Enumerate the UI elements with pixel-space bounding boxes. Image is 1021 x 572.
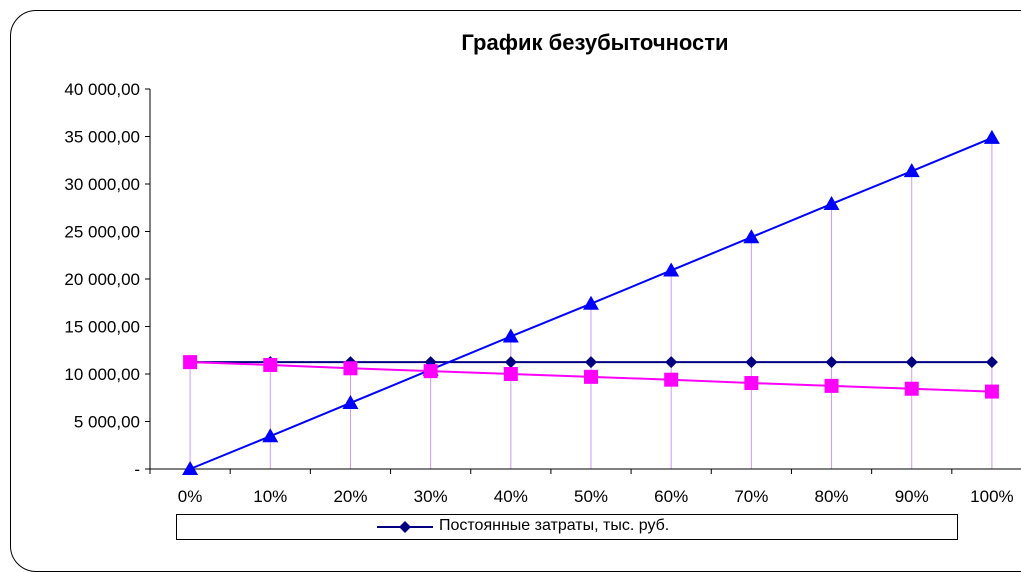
series-markers (182, 129, 1000, 475)
square-marker (984, 384, 999, 399)
x-tick-label: 30% (414, 487, 448, 506)
square-marker (183, 355, 198, 370)
triangle-marker (182, 461, 199, 475)
x-tick-label: 80% (815, 487, 849, 506)
square-marker (664, 372, 679, 387)
diamond-marker (825, 356, 838, 369)
square-marker (423, 364, 438, 379)
x-tick-label: 70% (734, 487, 768, 506)
x-tick-label: 60% (654, 487, 688, 506)
legend-marker-diamond (377, 521, 433, 533)
x-tick-label: 50% (574, 487, 608, 506)
square-marker (584, 369, 598, 384)
axes (149, 89, 1021, 470)
x-tick-label: 20% (333, 487, 367, 506)
diamond-marker (585, 356, 597, 369)
drop-lines (189, 137, 993, 469)
chart-plot: - 5 000,00 10 000,00 15 000,00 20 000,00 25 0… (64, 80, 1021, 506)
triangle-marker (663, 262, 680, 277)
square-marker (904, 381, 919, 396)
y-tick-label: 30 000,00 (64, 175, 140, 194)
diamond-marker (985, 356, 998, 369)
y-axis-ticks: - 5 000,00 10 000,00 15 000,00 20 000,00 25 0… (64, 80, 150, 479)
y-tick-label: 35 000,00 (64, 128, 140, 147)
triangle-marker (502, 328, 519, 343)
x-tick-label: 0% (178, 487, 203, 506)
legend: Постоянные затраты, тыс. руб. (176, 514, 958, 540)
y-tick-label: 25 000,00 (64, 223, 140, 242)
y-tick-label: 10 000,00 (64, 365, 140, 384)
legend-label: Постоянные затраты, тыс. руб. (439, 517, 670, 534)
x-tick-label: 10% (253, 487, 287, 506)
chart-title: График безубыточности (461, 30, 729, 55)
x-tick-label: 90% (895, 487, 929, 506)
triangle-marker (583, 295, 599, 310)
diamond-marker (665, 356, 678, 369)
square-marker (824, 378, 839, 393)
y-tick-label: - (134, 460, 140, 479)
square-marker (503, 367, 518, 381)
triangle-marker (903, 163, 920, 178)
square-marker (343, 361, 358, 376)
triangle-marker (262, 428, 279, 443)
triangle-marker (342, 394, 359, 409)
chart-frame (10, 10, 1021, 572)
y-tick-label: 15 000,00 (64, 318, 140, 337)
x-tick-label: 100% (970, 487, 1013, 506)
triangle-marker (743, 229, 760, 244)
square-marker (744, 376, 759, 391)
triangle-marker (983, 129, 1000, 144)
diamond-marker (905, 356, 918, 369)
x-axis-ticks: 0% 10% 20% 30% 40% 50% 60% 70% 80% 90% 100% (149, 469, 1014, 506)
x-tick-label: 40% (494, 487, 528, 506)
diamond-marker (745, 356, 758, 369)
triangle-marker (823, 195, 840, 210)
y-tick-label: 20 000,00 (64, 270, 140, 289)
y-tick-label: 40 000,00 (64, 80, 140, 99)
y-tick-label: 5 000,00 (74, 413, 140, 432)
square-marker (263, 357, 278, 372)
diamond-marker (504, 356, 517, 369)
